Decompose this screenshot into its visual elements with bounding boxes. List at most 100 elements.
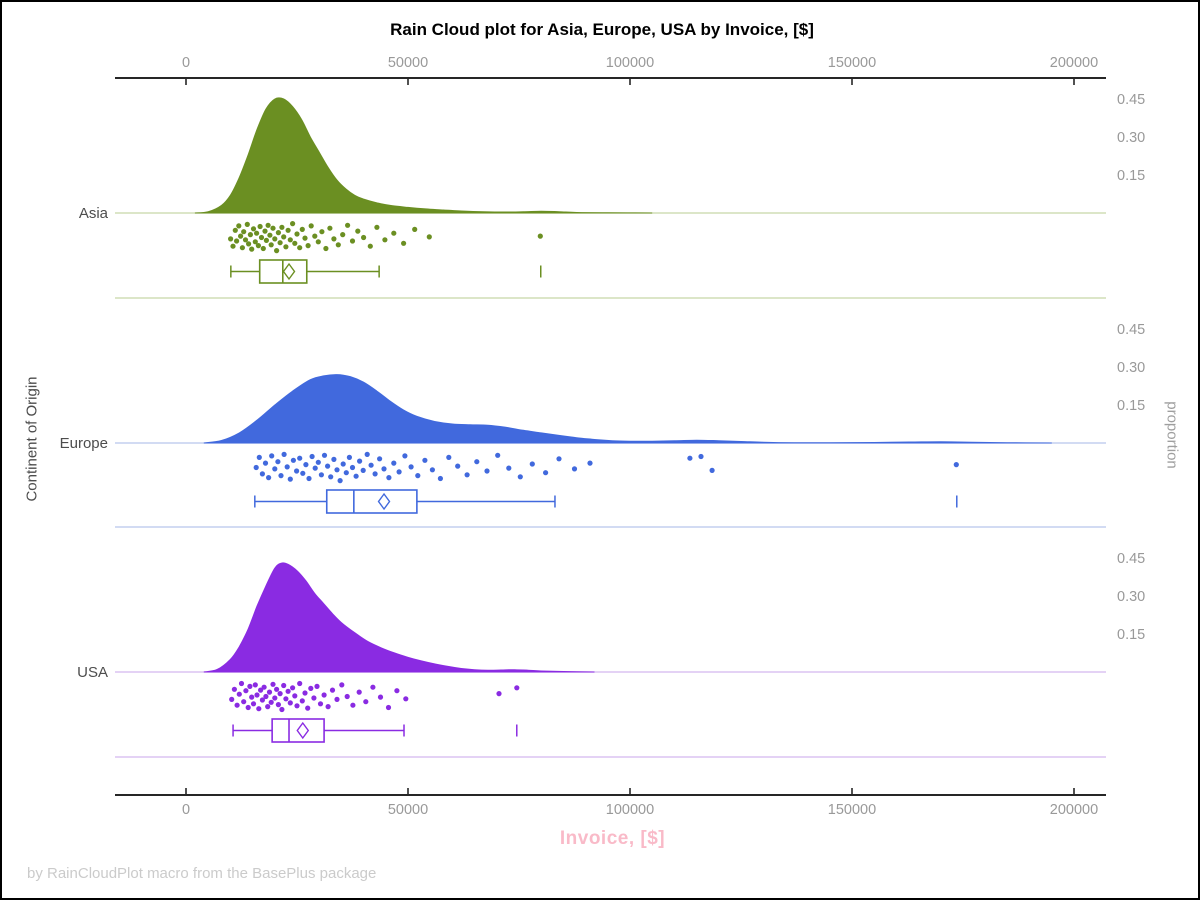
rain-point-europe	[259, 471, 265, 477]
rain-point-europe	[953, 462, 959, 468]
rain-point-europe	[408, 464, 414, 470]
rain-point-asia	[426, 234, 432, 240]
rain-point-usa	[254, 692, 260, 698]
x-axis-title: Invoice, [$]	[559, 828, 666, 849]
rain-point-usa	[321, 692, 327, 698]
rain-point-usa	[334, 696, 340, 703]
rain-point-europe	[571, 466, 578, 472]
rain-point-asia	[277, 240, 283, 246]
page-title: Rain Cloud plot for Asia, Europe, USA by…	[390, 20, 814, 39]
rain-point-usa	[266, 689, 273, 695]
rain-point-usa	[272, 695, 278, 701]
rain-point-usa	[245, 704, 251, 711]
rain-point-usa	[292, 693, 298, 699]
rain-point-asia	[305, 243, 311, 249]
rain-point-europe	[275, 459, 281, 465]
rain-point-asia	[234, 238, 240, 244]
y2-axis-title: proportion	[1163, 401, 1181, 469]
x-tick-label: 100000	[606, 802, 654, 818]
rain-point-asia	[249, 246, 255, 252]
proportion-tick-label: 0.15	[1117, 627, 1145, 643]
rain-point-usa	[377, 694, 384, 700]
rain-point-asia	[230, 243, 236, 249]
rain-point-usa	[252, 682, 258, 688]
rain-point-europe	[556, 456, 562, 462]
x2-tick-label: 150000	[828, 55, 876, 71]
rain-point-europe	[377, 456, 383, 462]
rain-point-europe	[294, 468, 300, 474]
rain-point-asia	[239, 245, 245, 251]
rain-point-usa	[317, 701, 324, 707]
rain-point-asia	[263, 237, 269, 243]
rain-point-europe	[306, 475, 312, 482]
rain-point-asia	[262, 228, 268, 234]
rain-point-europe	[495, 452, 501, 458]
rain-point-asia	[236, 223, 242, 229]
rain-point-asia	[283, 244, 289, 250]
rain-point-usa	[305, 705, 311, 711]
rain-point-usa	[256, 706, 262, 712]
rain-point-europe	[587, 460, 593, 466]
rain-point-europe	[698, 453, 704, 460]
rain-point-europe	[281, 451, 287, 457]
rain-point-usa	[314, 683, 320, 690]
rain-point-asia	[254, 230, 260, 236]
rain-point-europe	[381, 466, 387, 472]
box-europe	[325, 489, 418, 514]
rain-point-usa	[259, 697, 265, 703]
rain-point-europe	[303, 462, 309, 468]
category-label-asia: Asia	[79, 205, 109, 222]
rain-point-usa	[231, 686, 237, 692]
rain-point-asia	[247, 232, 253, 238]
category-label-europe: Europe	[60, 435, 108, 452]
rain-point-asia	[327, 225, 333, 231]
rain-point-usa	[229, 696, 235, 703]
rain-point-usa	[403, 696, 409, 702]
rain-point-asia	[391, 230, 397, 236]
rain-point-asia	[323, 245, 329, 252]
rain-point-asia	[319, 229, 325, 235]
rain-point-asia	[340, 232, 346, 238]
rain-point-asia	[265, 222, 271, 228]
category-label-usa: USA	[77, 664, 108, 681]
rain-point-usa	[268, 699, 274, 705]
x2-tick-label: 200000	[1050, 55, 1098, 71]
x2-tick-label: 0	[182, 55, 190, 71]
mean-diamond-usa	[296, 721, 310, 740]
rain-point-asia	[297, 245, 303, 251]
rain-point-europe	[334, 467, 340, 473]
y-axis-title: Continent of Origin	[23, 376, 41, 502]
rain-point-europe	[357, 458, 363, 464]
rain-point-europe	[309, 453, 315, 460]
rain-point-usa	[247, 683, 253, 690]
rain-point-europe	[529, 461, 535, 467]
rain-point-asia	[355, 228, 361, 234]
rain-point-asia	[244, 221, 250, 227]
rain-point-asia	[367, 243, 373, 249]
rain-point-usa	[302, 690, 308, 696]
rain-point-europe	[321, 452, 328, 458]
rain-point-asia	[287, 237, 293, 243]
rain-point-europe	[284, 464, 290, 470]
rain-point-europe	[464, 472, 470, 478]
rain-point-asia	[272, 236, 278, 242]
x-tick-label: 200000	[1050, 802, 1098, 818]
rain-point-usa	[234, 702, 240, 708]
proportion-tick-label: 0.45	[1117, 322, 1145, 338]
rain-point-usa	[274, 686, 280, 692]
rain-point-europe	[287, 476, 293, 482]
rain-point-europe	[318, 472, 324, 478]
rain-point-usa	[279, 706, 285, 713]
rain-point-europe	[343, 470, 349, 476]
rain-point-asia	[275, 230, 281, 236]
rain-point-europe	[687, 455, 693, 461]
rain-point-usa	[299, 698, 305, 704]
rain-point-asia	[255, 243, 261, 249]
rain-point-asia	[382, 237, 388, 243]
rain-point-asia	[252, 239, 258, 245]
footnote: by RainCloudPlot macro from the BasePlus…	[27, 865, 377, 882]
rain-point-asia	[246, 241, 252, 247]
density-cloud-asia	[194, 97, 653, 214]
rain-point-usa	[281, 682, 287, 689]
